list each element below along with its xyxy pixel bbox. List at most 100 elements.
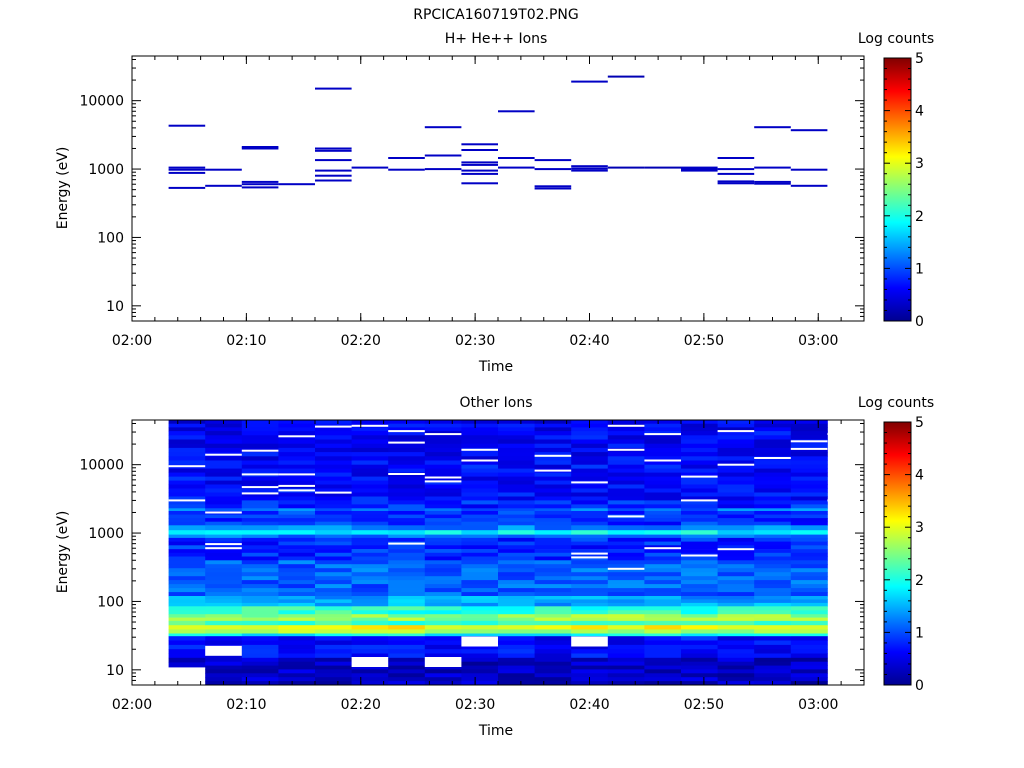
spectrogram-cell	[681, 476, 718, 481]
spectrogram-cell	[315, 541, 352, 546]
empty-cell	[681, 554, 718, 557]
spectrogram-cell	[278, 452, 316, 457]
spectrogram-cell	[571, 633, 609, 637]
spectrogram-cell	[168, 592, 206, 597]
spectrogram-cell	[241, 427, 279, 432]
spectrogram-cell	[241, 537, 279, 542]
spectrogram-cell	[241, 592, 279, 597]
spectrogram-cell	[754, 588, 792, 593]
spectrogram-cell	[534, 661, 572, 666]
spectrogram-cell	[351, 480, 389, 485]
spectrogram-cell	[278, 552, 316, 557]
spectrogram-cell	[644, 552, 682, 557]
spectrogram-cell	[278, 420, 316, 425]
spectrogram-cell	[681, 606, 718, 611]
spectrogram-cell	[790, 596, 828, 600]
spectrogram-cell	[424, 629, 462, 634]
spectrogram-cell	[351, 435, 389, 440]
spectrogram-cell	[168, 171, 206, 174]
x-tick-label: 02:20	[341, 333, 381, 349]
spectrogram-cell	[168, 447, 206, 453]
y-tick-label: 10	[106, 663, 124, 679]
spectrogram-cell	[315, 617, 352, 622]
spectrogram-cell	[534, 677, 572, 682]
y-tick-label: 10000	[79, 458, 124, 474]
spectrogram-cell	[461, 649, 499, 654]
spectrogram-cell	[278, 534, 316, 539]
empty-cell	[534, 454, 572, 457]
x-tick-label: 02:40	[569, 333, 609, 349]
spectrogram-cell	[790, 460, 828, 466]
spectrogram-cell	[717, 514, 755, 519]
spectrogram-cell	[168, 614, 206, 618]
spectrogram-cell	[424, 480, 462, 485]
spectrogram-cell	[205, 596, 243, 600]
spectrogram-cell	[498, 431, 535, 436]
spectrogram-cell	[315, 625, 352, 630]
spectrogram-cell	[388, 435, 426, 440]
spectrogram-cell	[717, 464, 755, 470]
spectrogram-cell	[461, 596, 499, 600]
spectrogram-cell	[461, 431, 499, 436]
spectrogram-cell	[534, 480, 572, 485]
spectrogram-cell	[644, 653, 682, 659]
spectrogram-cell	[681, 661, 718, 666]
spectrogram-cell	[351, 443, 389, 449]
spectrogram-cell	[278, 545, 316, 550]
spectrogram-cell	[681, 596, 718, 600]
colorbar	[883, 57, 912, 322]
spectrogram-cell	[498, 468, 535, 473]
spectrogram-cell	[790, 661, 828, 666]
spectrogram-cell	[388, 534, 426, 539]
colorbar-tick-label: 4	[915, 104, 924, 120]
spectrogram-cell	[644, 677, 682, 682]
spectrogram-cell	[351, 537, 389, 542]
spectrogram-cell	[790, 572, 828, 577]
spectrogram-cell	[717, 500, 755, 505]
empty-cell	[717, 463, 755, 466]
spectrogram-cell	[351, 534, 389, 539]
spectrogram-cell	[461, 456, 499, 461]
spectrogram-cell	[644, 496, 682, 501]
spectrogram-cell	[644, 530, 682, 535]
spectrogram-cell	[644, 568, 682, 573]
spectrogram-cell	[351, 584, 389, 589]
spectrogram-cell	[717, 537, 755, 542]
spectrogram-cell	[351, 500, 389, 505]
spectrogram-cell	[571, 504, 609, 509]
spectrogram-cell	[571, 584, 609, 589]
spectrogram-cell	[461, 161, 498, 164]
spectrogram-cell	[241, 460, 279, 466]
spectrogram-cell	[424, 472, 462, 477]
spectrogram-cell	[681, 427, 718, 432]
spectrogram-cell	[717, 610, 755, 615]
spectrogram-cell	[315, 636, 352, 641]
spectrogram-cell	[717, 439, 755, 445]
spectrogram-cell	[571, 431, 609, 436]
spectrogram-cell	[278, 464, 316, 470]
spectrogram-cell	[534, 617, 572, 622]
spectrogram-cell	[424, 537, 462, 542]
spectrogram-cell	[790, 476, 828, 481]
spectrogram-cell	[534, 431, 572, 436]
spectrogram-cell	[498, 472, 535, 477]
spectrogram-cell	[717, 443, 755, 449]
spectrogram-cell	[754, 657, 792, 663]
colorbar-tick-label: 1	[915, 625, 924, 641]
colorbar-tick-label: 5	[915, 51, 924, 67]
spectrogram-cell	[351, 640, 389, 646]
spectrogram-cell	[461, 511, 499, 515]
empty-cell	[241, 473, 279, 476]
spectrogram-cell	[424, 560, 462, 565]
spectrogram-cell	[278, 480, 316, 485]
spectrogram-cell	[424, 484, 462, 489]
spectrogram-cell	[278, 576, 316, 581]
spectrogram-cell	[424, 443, 462, 449]
spectrogram-cell	[717, 661, 755, 666]
spectrogram-cell	[461, 484, 499, 489]
colorbar-tick-label: 0	[915, 314, 924, 330]
spectrogram-cell	[754, 443, 792, 449]
spectrogram-cell	[534, 545, 572, 550]
spectrogram-cell	[644, 484, 682, 489]
spectrogram-cell	[205, 435, 243, 440]
